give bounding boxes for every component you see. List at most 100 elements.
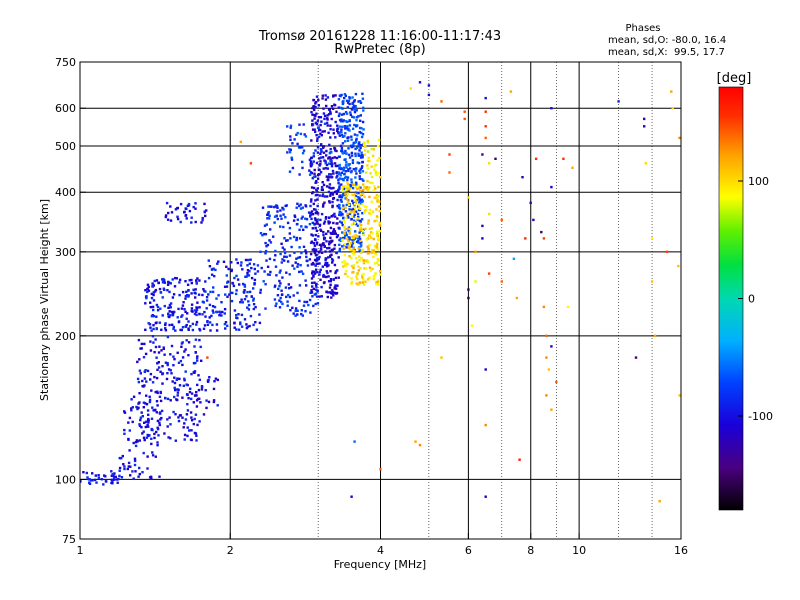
data-point <box>184 214 187 217</box>
data-point <box>342 112 346 116</box>
data-point <box>309 291 312 294</box>
data-point <box>334 120 337 124</box>
data-point <box>361 188 365 192</box>
data-point <box>288 232 291 235</box>
data-point <box>365 238 368 241</box>
data-point <box>312 287 315 291</box>
data-point <box>239 322 242 326</box>
data-point <box>197 388 201 392</box>
data-point <box>302 304 306 307</box>
data-point <box>315 242 319 246</box>
data-point <box>351 183 355 186</box>
data-point <box>169 205 172 208</box>
data-point <box>265 223 268 226</box>
data-point <box>448 153 451 156</box>
data-point <box>193 312 197 316</box>
data-point <box>357 247 360 250</box>
data-point <box>152 291 155 294</box>
data-point <box>352 167 355 171</box>
data-point <box>153 351 156 354</box>
data-point <box>440 100 443 103</box>
data-point <box>314 268 318 271</box>
data-point <box>269 241 273 244</box>
data-point <box>164 329 168 332</box>
data-point <box>545 394 548 397</box>
data-point <box>359 239 362 243</box>
data-point <box>350 145 353 149</box>
data-point <box>150 428 153 431</box>
data-point <box>500 280 503 283</box>
data-point <box>348 124 352 127</box>
data-point <box>320 285 323 289</box>
data-point <box>149 305 152 309</box>
data-point <box>343 236 346 240</box>
data-point <box>337 276 340 279</box>
data-point <box>311 221 314 225</box>
data-point <box>324 263 327 267</box>
data-point <box>253 278 257 282</box>
data-point <box>372 148 375 151</box>
data-point <box>331 292 334 295</box>
data-point <box>204 280 207 283</box>
data-point <box>325 265 329 268</box>
data-point <box>313 281 316 284</box>
data-point <box>170 344 174 348</box>
data-point <box>333 156 336 159</box>
data-point <box>357 161 361 165</box>
data-point <box>372 249 376 252</box>
data-point <box>133 459 137 463</box>
data-point <box>207 293 210 296</box>
data-point <box>355 109 358 112</box>
data-point <box>358 126 362 130</box>
data-point <box>332 221 335 225</box>
data-point <box>315 285 318 289</box>
data-point <box>327 220 330 223</box>
data-point <box>282 208 285 211</box>
data-point <box>193 394 197 397</box>
data-point <box>340 128 343 131</box>
data-point <box>138 466 141 470</box>
data-point <box>319 218 322 222</box>
data-point <box>342 192 345 195</box>
data-point <box>146 433 149 437</box>
data-point <box>312 186 316 190</box>
data-point <box>261 206 265 209</box>
data-point <box>352 215 356 218</box>
data-point <box>344 269 348 273</box>
data-point <box>280 242 283 245</box>
data-point <box>377 259 380 262</box>
data-point <box>377 194 380 198</box>
data-point <box>353 196 357 200</box>
data-point <box>300 270 303 273</box>
data-point <box>154 408 157 412</box>
data-point <box>323 237 327 240</box>
data-point <box>341 194 345 197</box>
data-point <box>312 242 315 245</box>
data-point <box>361 276 364 279</box>
data-point <box>194 338 198 341</box>
data-point <box>352 143 355 146</box>
data-point <box>343 93 347 96</box>
data-point <box>317 98 320 102</box>
data-point <box>311 113 314 116</box>
data-point <box>361 190 364 194</box>
data-point <box>112 476 116 479</box>
data-point <box>357 204 361 207</box>
data-point <box>314 222 317 225</box>
data-point <box>320 186 324 189</box>
y-tick-label: 300 <box>55 246 76 259</box>
data-point <box>169 399 172 402</box>
data-point <box>207 276 211 280</box>
data-point <box>509 90 513 93</box>
data-point <box>287 283 290 286</box>
data-point <box>324 167 328 170</box>
data-point <box>174 439 177 442</box>
data-point <box>263 270 266 273</box>
data-point <box>348 236 352 240</box>
data-point <box>273 215 277 218</box>
data-point <box>360 228 364 231</box>
data-point <box>352 106 356 109</box>
data-point <box>347 226 351 229</box>
data-point <box>298 146 302 149</box>
data-point <box>322 183 326 187</box>
